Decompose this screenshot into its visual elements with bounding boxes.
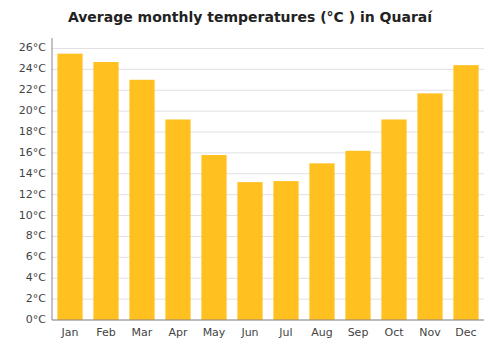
y-tick-label: 12°C — [19, 188, 46, 201]
bar — [417, 93, 442, 320]
y-tick-label: 16°C — [19, 146, 46, 159]
bar — [453, 65, 478, 320]
y-tick-label: 6°C — [26, 250, 46, 263]
x-tick-label: Jan — [61, 326, 79, 339]
y-tick-label: 10°C — [19, 209, 46, 222]
x-tick-label: Feb — [96, 326, 115, 339]
grid-line — [52, 320, 484, 321]
axes — [52, 38, 484, 320]
y-tick-label: 26°C — [19, 41, 46, 54]
bar — [345, 151, 370, 320]
chart: 0°C 2°C 4°C 6°C 8°C 10°C 12°C 14°C 16°C 18°C 20°C 2… — [0, 0, 500, 350]
y-tick-label: 4°C — [26, 271, 46, 284]
y-tick-label: 18°C — [19, 125, 46, 138]
bar — [381, 119, 406, 320]
bar — [129, 80, 154, 320]
bar — [201, 155, 226, 320]
y-tick-label: 24°C — [19, 62, 46, 75]
x-ticks: Jan Feb Mar Apr May Jun Jul Aug Sep Oct Nov Dec — [61, 326, 477, 339]
y-axis-line — [52, 38, 53, 320]
bar — [165, 119, 190, 320]
x-tick-label: Jul — [278, 326, 292, 339]
x-tick-label: May — [203, 326, 226, 339]
x-tick-label: Aug — [311, 326, 332, 339]
y-tick-label: 0°C — [26, 313, 46, 326]
x-tick-label: Mar — [132, 326, 153, 339]
chart-container: 0°C 2°C 4°C 6°C 8°C 10°C 12°C 14°C 16°C 18°C 20°C 2… — [0, 0, 500, 350]
y-tick-label: 22°C — [19, 83, 46, 96]
bar — [273, 181, 298, 320]
bar — [237, 182, 262, 320]
bar — [93, 62, 118, 320]
y-grid — [52, 48, 484, 320]
x-tick-label: Nov — [419, 326, 441, 339]
x-tick-label: Apr — [168, 326, 188, 339]
y-tick-label: 2°C — [26, 292, 46, 305]
y-tick-label: 20°C — [19, 104, 46, 117]
x-tick-label: Oct — [384, 326, 404, 339]
title: Average monthly temperatures (°C ) in Qu… — [68, 9, 433, 25]
grid-line — [52, 48, 484, 49]
y-tick-label: 14°C — [19, 167, 46, 180]
y-tick-label: 8°C — [26, 229, 46, 242]
x-tick-label: Sep — [348, 326, 369, 339]
bar — [57, 54, 82, 320]
bars — [57, 54, 478, 320]
y-ticks: 0°C 2°C 4°C 6°C 8°C 10°C 12°C 14°C 16°C 18°C 20°C 2… — [19, 41, 46, 326]
x-tick-label: Jun — [240, 326, 258, 339]
x-tick-label: Dec — [455, 326, 476, 339]
bar — [309, 163, 334, 320]
x-axis-line — [52, 320, 484, 321]
